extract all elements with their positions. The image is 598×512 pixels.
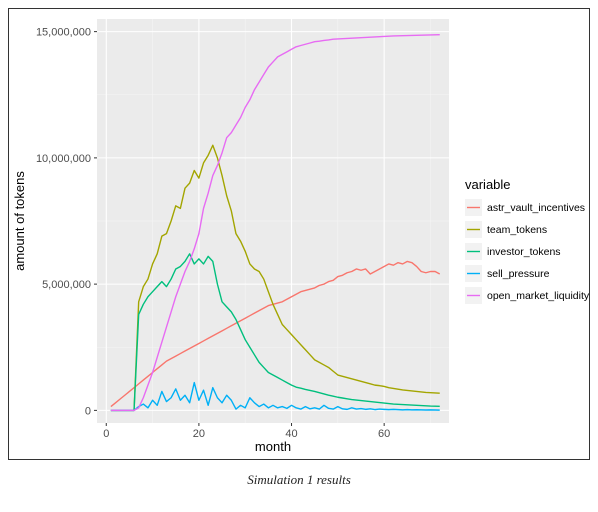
series-line-open-market-liquidity <box>110 33 440 412</box>
x-tick-label: 40 <box>285 428 297 440</box>
legend: variable astr_vault_incentives team_token… <box>465 177 589 304</box>
y-tick-label: 15,000,000 <box>36 27 91 39</box>
y-axis-ticks: 0 5,000,000 10,000,000 15,000,000 <box>36 27 97 417</box>
figure-frame: 0 20 40 60 0 5,000,000 10,000,000 15,000,000 m… <box>8 8 590 460</box>
series-line-investor-tokens <box>110 253 440 412</box>
x-tick-label: 0 <box>103 428 109 440</box>
legend-title: variable <box>465 177 511 192</box>
series-lines <box>110 33 441 412</box>
series-line-astr-vault-incentives <box>110 260 441 408</box>
series-line-team-tokens <box>110 144 440 412</box>
y-tick-label: 0 <box>85 405 91 417</box>
legend-label-astr-vault-incentives: astr_vault_incentives <box>487 202 585 214</box>
y-tick-label: 10,000,000 <box>36 153 91 165</box>
legend-label-sell-pressure: sell_pressure <box>487 268 550 280</box>
legend-label-open-market-liquidity: open_market_liquidity <box>487 290 589 302</box>
legend-label-team-tokens: team_tokens <box>487 224 547 236</box>
series-line-sell-pressure <box>110 381 440 412</box>
x-tick-label: 60 <box>378 428 390 440</box>
legend-label-investor-tokens: investor_tokens <box>487 246 561 258</box>
y-tick-label: 5,000,000 <box>42 279 91 291</box>
x-tick-label: 20 <box>193 428 205 440</box>
grid <box>97 19 449 423</box>
y-axis-title: amount of tokens <box>12 171 27 271</box>
line-chart: 0 20 40 60 0 5,000,000 10,000,000 15,000,000 m… <box>12 19 589 454</box>
figure-caption: Simulation 1 results <box>247 472 351 487</box>
x-axis-title: month <box>255 439 291 454</box>
x-axis-ticks: 0 20 40 60 <box>103 423 390 440</box>
